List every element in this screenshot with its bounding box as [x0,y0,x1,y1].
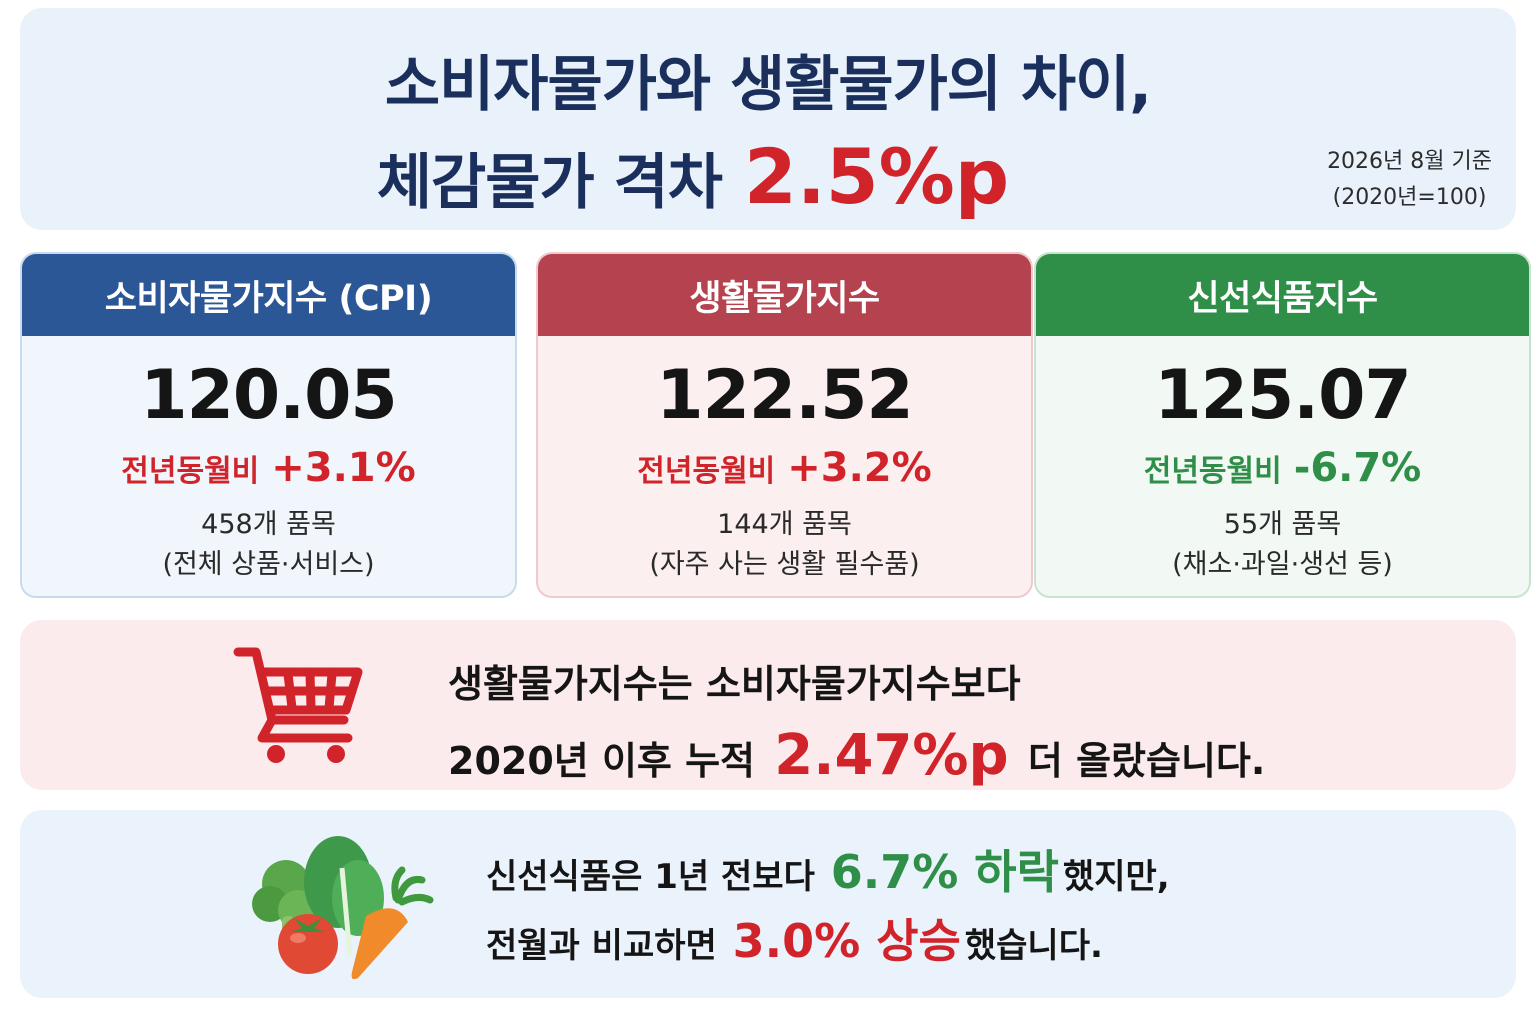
card-fresh-items-count: 55개 품목 [1223,509,1342,540]
message-living-vs-cpi: 생활물가지수는 소비자물가지수보다 2020년 이후 누적 2.47%p 더 올… [20,620,1516,790]
page-title-line1: 소비자물가와 생활물가의 차이, [384,50,1152,120]
card-living-value: 122.52 [656,356,913,435]
card-living-title: 생활물가지수 [538,254,1031,336]
message2-line2-post: 했습니다. [964,926,1103,966]
card-cpi-items-count: 458개 품목 [201,509,336,540]
message1-line2: 2020년 이후 누적 2.47%p 더 올랐습니다. [448,720,1265,797]
message2-text: 신선식품은 1년 전보다 6.7% 하락 했지만, 전월과 비교하면 3.0% 상… [486,840,1170,978]
header-panel: 소비자물가와 생활물가의 차이, 체감물가 격차 2.5%p 2026년 8월 기… [20,8,1516,230]
message1-text: 생활물가지수는 소비자물가지수보다 2020년 이후 누적 2.47%p 더 올… [448,648,1265,797]
message1-highlight: 2.47%p [774,723,1009,788]
message2-line2: 전월과 비교하면 3.0% 상승 했습니다. [486,909,1170,978]
base-year: (2020년=100) [1332,185,1487,210]
message2-line1: 신선식품은 1년 전보다 6.7% 하락 했지만, [486,840,1170,909]
message2-line1-post: 했지만, [1062,857,1170,897]
message-fresh-food: 신선식품은 1년 전보다 6.7% 하락 했지만, 전월과 비교하면 3.0% 상… [20,810,1516,998]
card-living-change-label: 전년동월비 [637,454,776,489]
card-fresh-title: 신선식품지수 [1036,254,1529,336]
card-cpi-change-label: 전년동월비 [121,454,260,489]
card-cpi-value: 120.05 [140,356,397,435]
card-fresh: 신선식품지수 125.07 전년동월비 -6.7% 55개 품목 (채소·과일·생… [1034,252,1531,598]
card-cpi: 소비자물가지수 (CPI) 120.05 전년동월비 +3.1% 458개 품목 … [20,252,517,598]
card-fresh-change-label: 전년동월비 [1143,454,1282,489]
card-living: 생활물가지수 122.52 전년동월비 +3.2% 144개 품목 (자주 사는 … [536,252,1033,598]
card-fresh-change-value: -6.7% [1293,445,1422,491]
card-cpi-change-value: +3.1% [271,445,416,491]
message2-highlight-down: 6.7% 하락 [830,845,1059,899]
page-title-line2: 체감물가 격차 2.5%p [20,132,1516,221]
page-title-line2-text: 체감물가 격차 [376,148,723,218]
card-fresh-items: 55개 품목 (채소·과일·생선 등) [1036,505,1529,585]
as-of-note: 2026년 8월 기준 (2020년=100) [1327,144,1492,216]
card-living-items-desc: (자주 사는 생활 필수품) [649,549,920,580]
card-cpi-change: 전년동월비 +3.1% [22,445,515,491]
card-living-items-count: 144개 품목 [717,509,852,540]
message2-line2-pre: 전월과 비교하면 [486,926,717,966]
message2-highlight-up: 3.0% 상승 [732,914,961,968]
message1-line2-post: 더 올랐습니다. [1027,739,1266,783]
vegetables-icon [252,836,434,980]
card-fresh-value: 125.07 [1154,356,1411,435]
card-cpi-title: 소비자물가지수 (CPI) [22,254,515,336]
message2-line1-pre: 신선식품은 1년 전보다 [486,857,815,897]
as-of-date: 2026년 8월 기준 [1327,149,1492,174]
card-cpi-items: 458개 품목 (전체 상품·서비스) [22,505,515,585]
card-living-change: 전년동월비 +3.2% [538,445,1031,491]
message1-line2-pre: 2020년 이후 누적 [448,739,756,783]
card-fresh-change: 전년동월비 -6.7% [1036,445,1529,491]
card-cpi-items-desc: (전체 상품·서비스) [162,549,375,580]
message1-line1: 생활물가지수는 소비자물가지수보다 [448,662,1021,706]
shopping-cart-icon [233,647,363,763]
card-living-change-value: +3.2% [787,445,932,491]
card-living-items: 144개 품목 (자주 사는 생활 필수품) [538,505,1031,585]
title-highlight: 2.5%p [743,132,1010,221]
card-fresh-items-desc: (채소·과일·생선 등) [1172,549,1393,580]
